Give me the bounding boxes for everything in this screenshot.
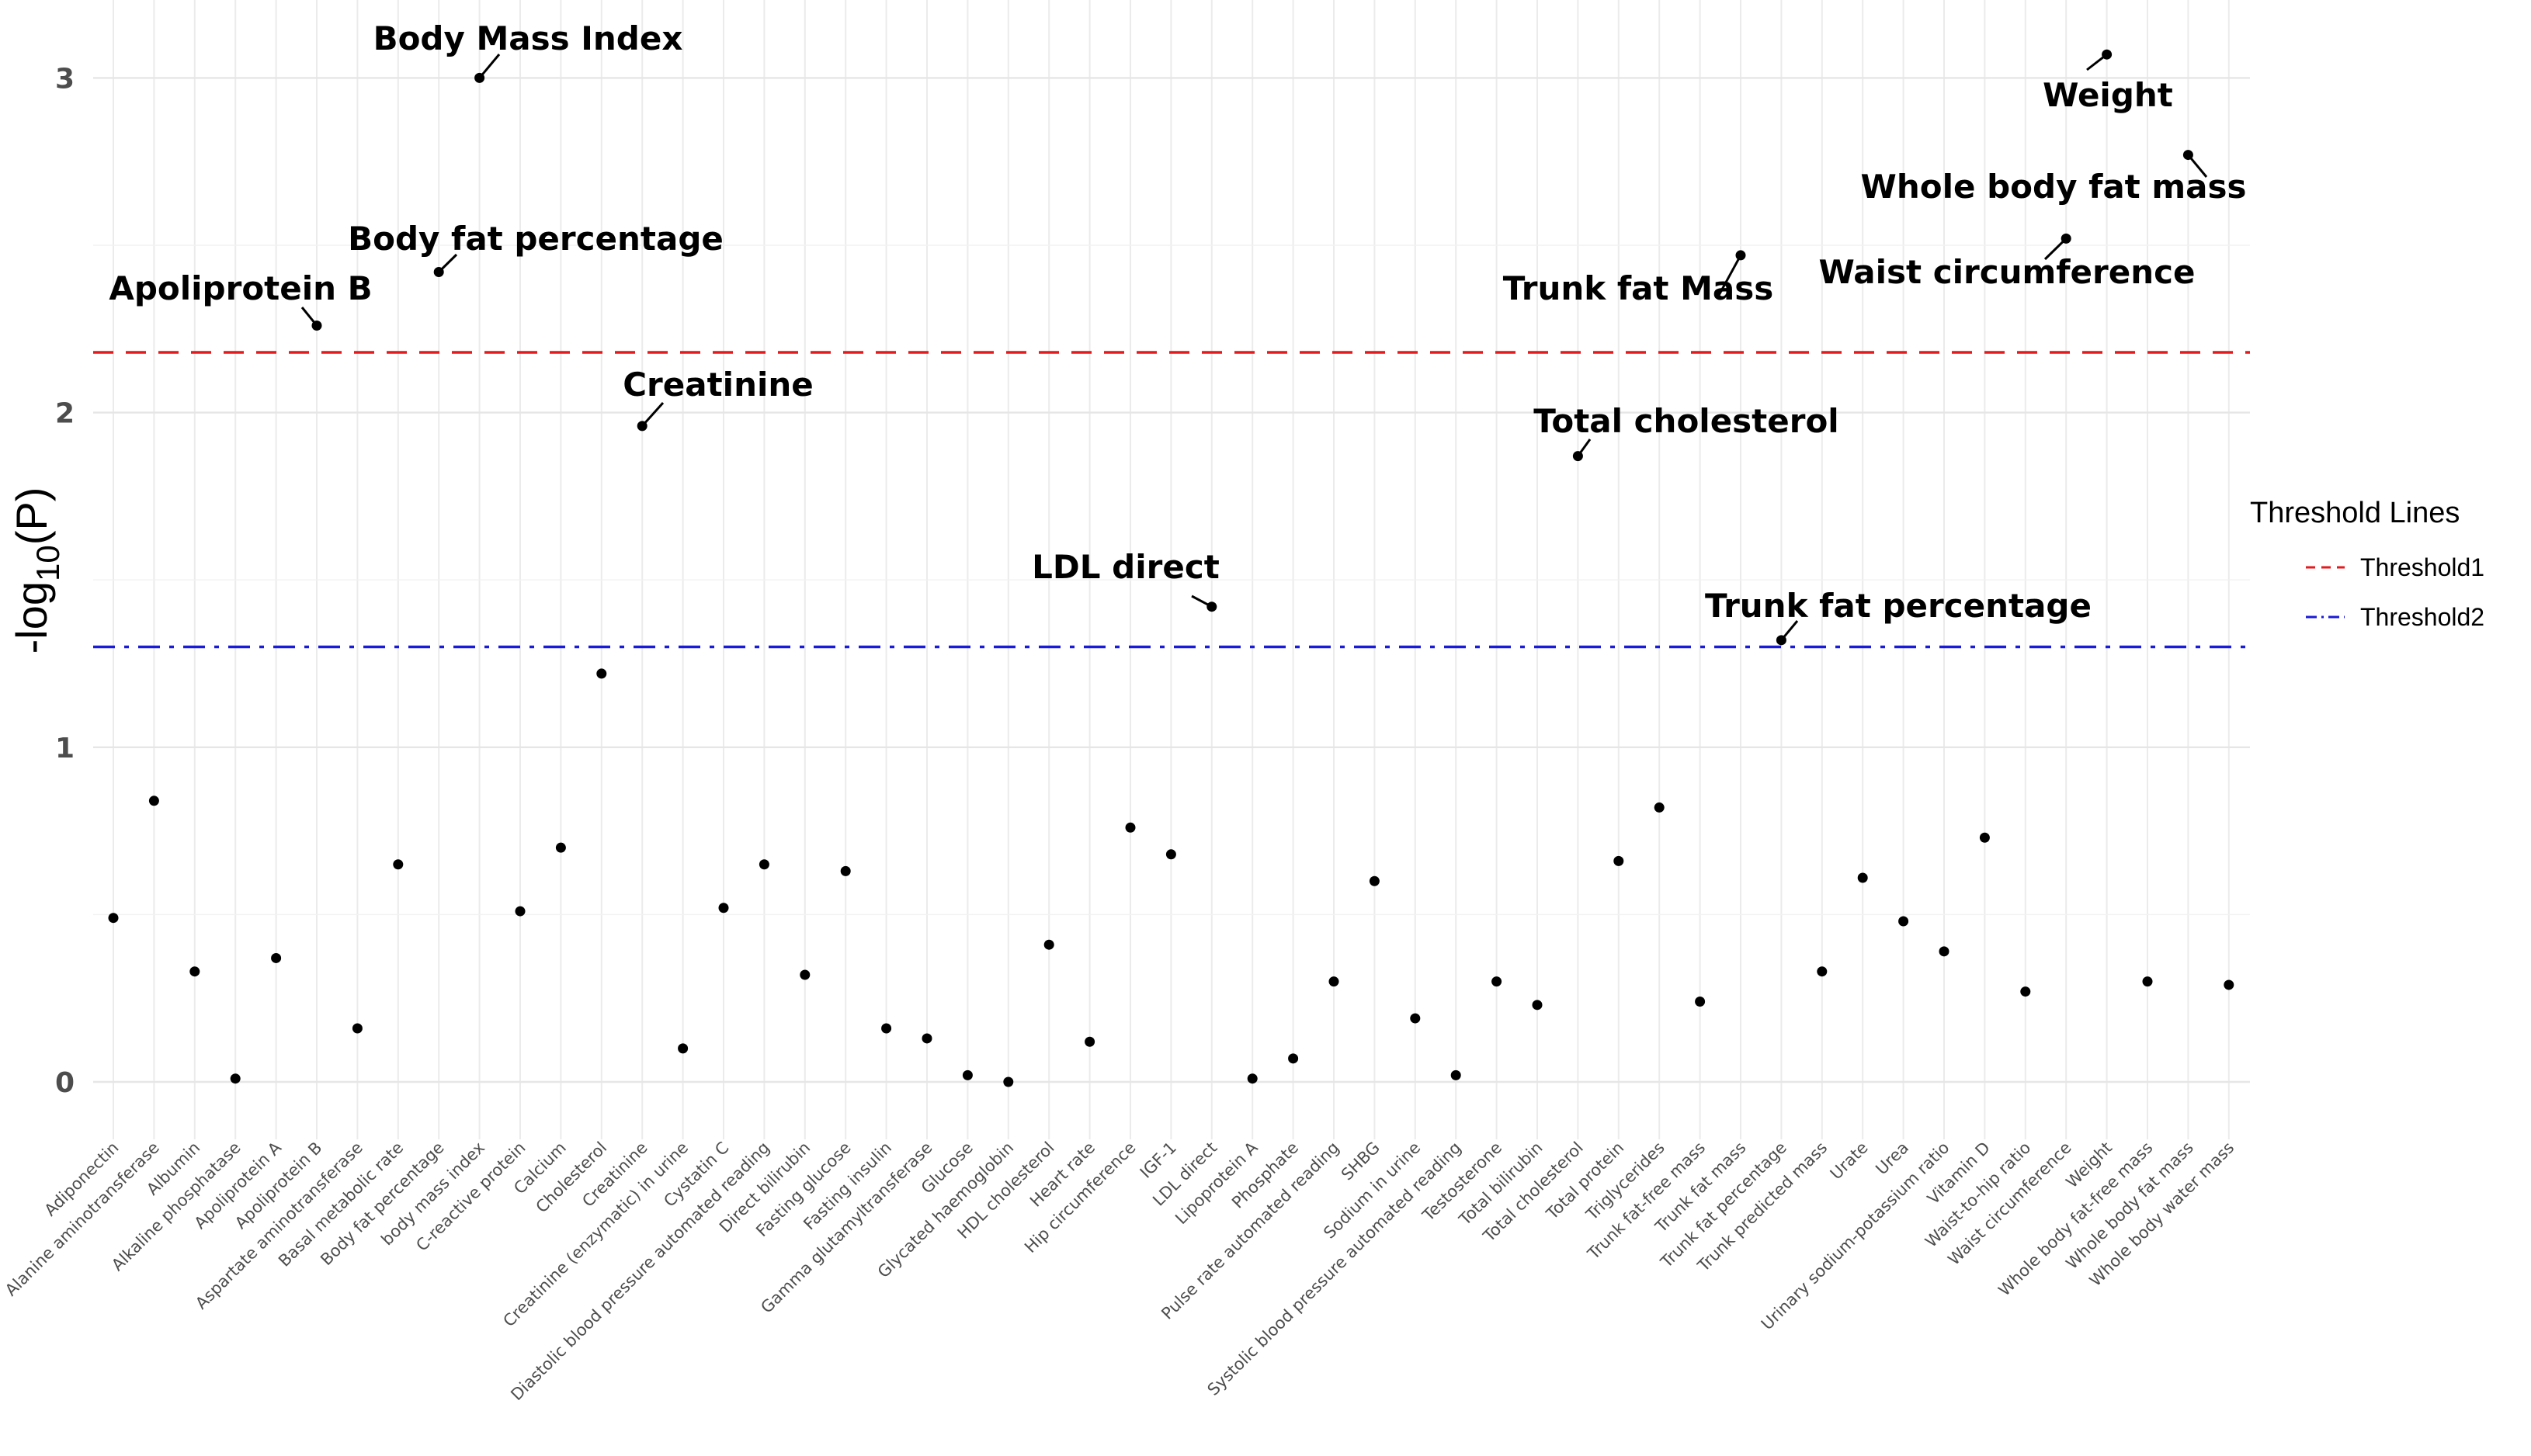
x-tick-label-urate: Urate — [1827, 1139, 1872, 1184]
point-phosphate — [1288, 1053, 1299, 1064]
legend: Threshold Lines Threshold1 Threshold2 — [2250, 497, 2484, 631]
point-shbg — [1369, 875, 1380, 886]
point-whole-body-water-mass — [2224, 979, 2234, 990]
point-glycated-haemoglobin — [1003, 1076, 1014, 1087]
point-pulse-rate-automated-reading — [1328, 976, 1339, 987]
point-waist-to-hip-ratio — [2020, 986, 2031, 997]
y-tick-label-2: 2 — [55, 398, 75, 430]
annotation-leader-body-mass-index — [478, 54, 501, 79]
point-fasting-glucose — [840, 865, 851, 876]
point-hdl-cholesterol — [1043, 939, 1054, 950]
point-basal-metabolic-rate — [393, 859, 404, 870]
point-creatinine-enzymatic-in-urine — [678, 1043, 689, 1054]
point-hip-circumference — [1125, 822, 1136, 833]
grid-lines — [93, 0, 2250, 1139]
point-urate — [1857, 872, 1868, 883]
legend-title: Threshold Lines — [2250, 497, 2460, 529]
point-lipoprotein-a — [1247, 1073, 1258, 1084]
y-axis-ticks: 0 1 2 3 — [55, 63, 75, 1099]
annotation-leader-apoliprotein-b — [300, 307, 318, 327]
annotation-leader-body-fat-percentage — [438, 253, 458, 273]
point-direct-bilirubin — [800, 969, 811, 980]
point-alanine-aminotransferase — [148, 796, 159, 806]
point-urinary-sodium-potassium-ratio — [1939, 946, 1949, 957]
annotation-leader-trunk-fat-percentage — [1780, 620, 1799, 641]
point-systolic-blood-pressure-automated-reading — [1450, 1069, 1461, 1080]
point-cystatin-c — [718, 903, 729, 913]
annotation-trunk-fat-percentage: Trunk fat percentage — [1705, 587, 2092, 625]
annotation-creatinine: Creatinine — [623, 366, 814, 404]
point-urea — [1898, 916, 1909, 927]
point-testosterone — [1491, 976, 1502, 987]
annotation-whole-body-fat-mass: Whole body fat mass — [1861, 168, 2247, 206]
annotation-body-fat-percentage: Body fat percentage — [348, 220, 724, 258]
point-total-protein — [1613, 855, 1624, 866]
point-cholesterol — [596, 668, 607, 679]
y-axis-label: -log10(P) — [7, 487, 66, 654]
y-tick-label-0: 0 — [55, 1067, 75, 1099]
y-tick-label-1: 1 — [55, 733, 75, 764]
point-triglycerides — [1654, 802, 1665, 813]
point-apoliprotein-a — [271, 952, 282, 963]
point-glucose — [962, 1069, 973, 1080]
annotation-leader-total-cholesterol — [1577, 439, 1592, 457]
threshold-lines — [93, 351, 2250, 649]
annotation-leader-weight — [2086, 54, 2108, 71]
annotation-leader-waist-circumference — [2043, 237, 2068, 261]
point-diastolic-blood-pressure-automated-reading — [759, 859, 769, 870]
annotation-trunk-fat-mass: Trunk fat Mass — [1503, 269, 1774, 307]
point-vitamin-d — [1979, 832, 1990, 843]
annotation-total-cholesterol: Total cholesterol — [1533, 402, 1838, 440]
point-fasting-insulin — [881, 1023, 892, 1034]
point-sodium-in-urine — [1410, 1013, 1421, 1024]
annotation-body-mass-index: Body Mass Index — [373, 19, 683, 57]
annotation-apoliprotein-b: Apoliprotein B — [109, 269, 372, 307]
point-c-reactive-protein — [515, 906, 526, 917]
data-points — [108, 49, 2234, 1087]
legend-label-threshold2: Threshold2 — [2360, 603, 2484, 631]
point-adiponectin — [108, 913, 119, 924]
point-alkaline-phosphatase — [230, 1073, 241, 1084]
point-aspartate-aminotransferase — [352, 1023, 363, 1034]
annotation-leader-whole-body-fat-mass — [2187, 154, 2208, 178]
annotation-leader-creatinine — [641, 401, 665, 427]
annotation-leader-trunk-fat-mass — [1716, 255, 1742, 299]
annotation-waist-circumference: Waist circumference — [1818, 253, 2195, 291]
point-trunk-fat-free-mass — [1695, 997, 1706, 1007]
x-tick-label-systolic-blood-pressure-automated-reading: Systolic blood pressure automated readin… — [1204, 1139, 1465, 1399]
legend-label-threshold1: Threshold1 — [2360, 553, 2484, 581]
y-tick-label-3: 3 — [55, 63, 75, 95]
point-calcium — [555, 842, 566, 853]
point-albumin — [189, 966, 200, 977]
x-tick-label-alanine-aminotransferase: Alanine aminotransferase — [2, 1139, 163, 1300]
point-heart-rate — [1085, 1036, 1095, 1047]
annotation-leader-ldl-direct — [1191, 595, 1213, 608]
annotation-ldl-direct: LDL direct — [1032, 548, 1220, 586]
point-trunk-predicted-mass — [1817, 966, 1828, 977]
point-whole-body-fat-free-mass — [2142, 976, 2153, 987]
point-total-bilirubin — [1532, 1000, 1543, 1011]
point-igf-1 — [1165, 849, 1176, 860]
annotation-weight: Weight — [2043, 76, 2173, 114]
annotations: Body Mass Index Weight Whole body fat mass… — [109, 19, 2247, 641]
point-gamma-glutamyltransferase — [922, 1033, 932, 1044]
